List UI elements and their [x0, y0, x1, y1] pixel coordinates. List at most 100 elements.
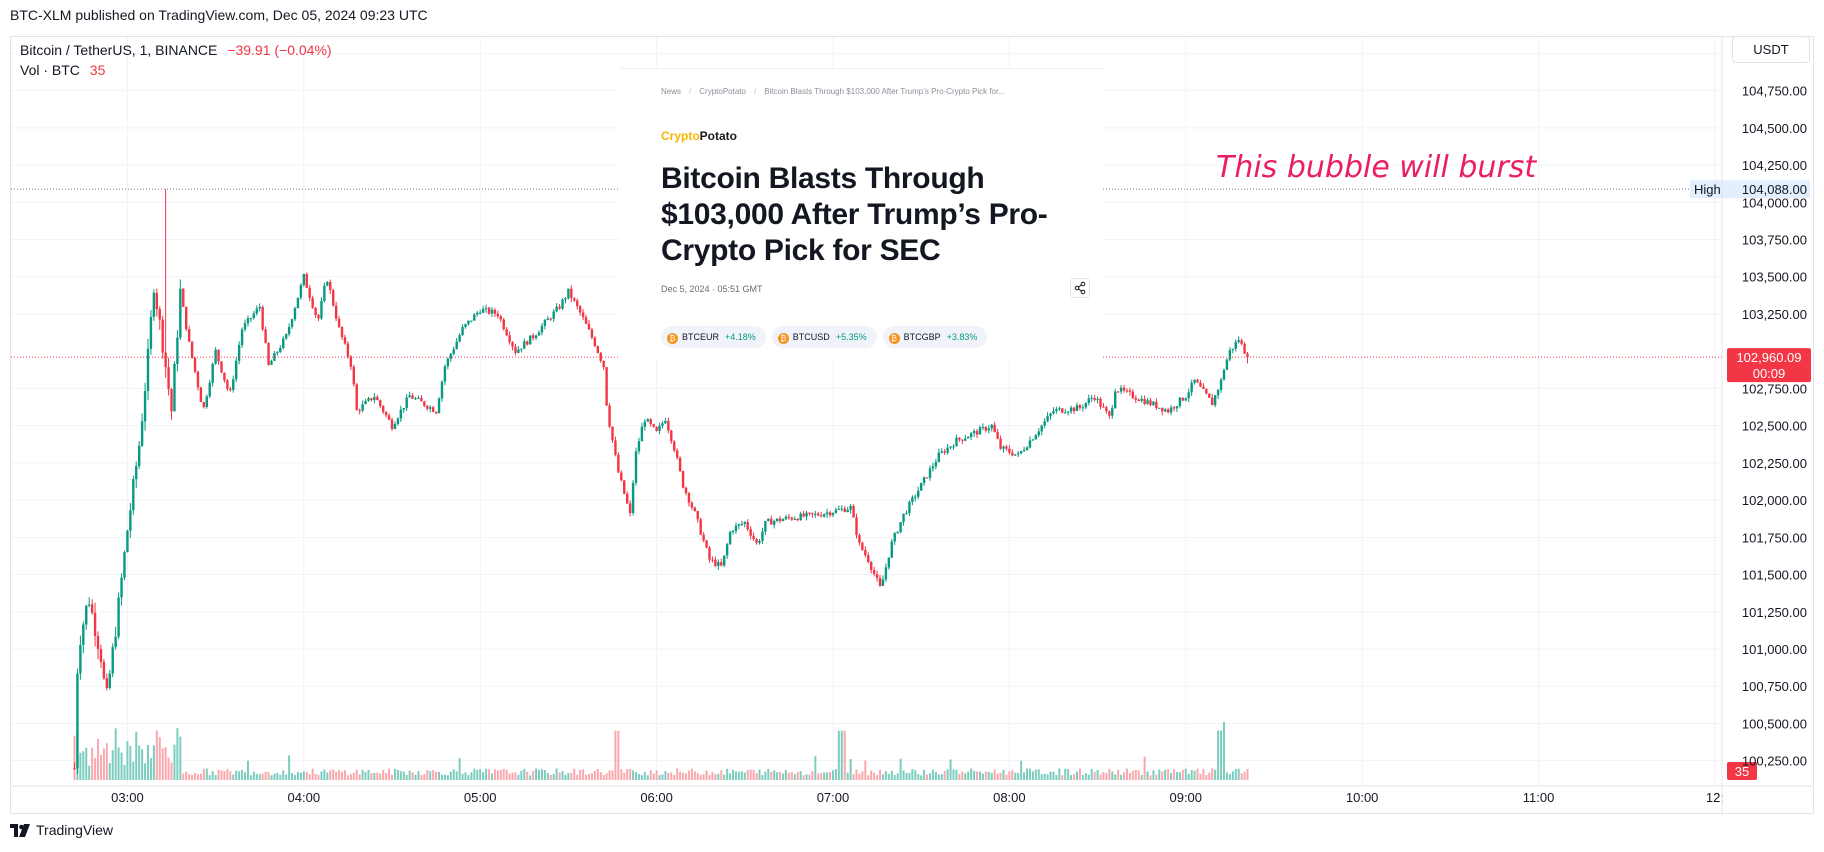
volume-bar [1114, 774, 1117, 780]
candle-body [767, 518, 770, 522]
volume-bar [1034, 769, 1037, 780]
volume-bar [684, 773, 687, 780]
volume-bar [199, 773, 202, 780]
volume-bar [543, 770, 546, 780]
candle-body [99, 649, 103, 663]
volume-bar [120, 752, 123, 780]
volume-bar [805, 774, 808, 780]
candle-body [1090, 397, 1093, 399]
chart-text-annotation[interactable]: This bubble will burst [1216, 150, 1537, 185]
volume-bar [887, 773, 890, 780]
volume-bar [687, 770, 690, 780]
volume-bar [905, 772, 908, 780]
volume-bar [1105, 772, 1108, 780]
volume-bar [1193, 770, 1196, 780]
volume-bar [485, 768, 488, 780]
volume-bar [293, 774, 296, 780]
candle-body [411, 395, 414, 399]
volume-bar [188, 774, 191, 780]
volume-bar [1202, 769, 1205, 780]
volume-bar [811, 771, 814, 780]
candle-body [1213, 395, 1217, 406]
volume-bar [1243, 771, 1246, 780]
volume-bar [370, 773, 373, 780]
legend-change: −39.91 (−0.04%) [227, 42, 332, 58]
symbol-tag-btceur[interactable]: ₿ BTCEUR +4.18% [661, 326, 766, 348]
volume-bar [749, 769, 752, 780]
y-tick-label: 100,750.00 [1742, 679, 1807, 694]
volume-bar [138, 745, 141, 780]
volume-bar [338, 770, 341, 780]
volume-layer [73, 722, 1249, 780]
breadcrumb-news[interactable]: News [661, 87, 682, 96]
candle-body [567, 288, 570, 299]
volume-bar [279, 774, 282, 780]
candle-body [1240, 340, 1243, 344]
symbol-tag-btcgbp[interactable]: ₿ BTCGBP +3.83% [882, 326, 988, 348]
candle-body [720, 562, 723, 566]
legend-symbol-row: Bitcoin / TetherUS, 1, BINANCE −39.91 (−… [20, 40, 332, 60]
volume-bar [349, 774, 352, 780]
candle-body [1166, 409, 1170, 413]
volume-bar [861, 771, 864, 780]
candle-body [949, 446, 952, 448]
volume-bar [902, 770, 905, 780]
candle-body [746, 521, 749, 530]
volume-bar [179, 736, 182, 780]
volume-bar [911, 768, 914, 780]
candle-body [608, 405, 611, 427]
candle-body [887, 557, 891, 568]
currency-button[interactable]: USDT [1732, 36, 1810, 63]
bitcoin-icon: ₿ [667, 333, 678, 344]
volume-bar [108, 763, 111, 780]
candle-body [332, 290, 335, 306]
candle-body [1028, 440, 1032, 448]
candle-body [670, 430, 673, 442]
volume-bar [840, 730, 843, 780]
volume-bar [608, 770, 611, 780]
candle-body [1064, 412, 1067, 414]
candle-body [173, 363, 176, 412]
breadcrumb-source[interactable]: CryptoPotato [699, 87, 746, 96]
volume-bar [937, 774, 940, 780]
volume-bar [367, 769, 370, 780]
candle-body [711, 559, 714, 561]
candle-body [917, 490, 920, 497]
legend-symbol[interactable]: Bitcoin / TetherUS, 1, BINANCE [20, 42, 218, 58]
candle-body [76, 673, 79, 769]
candle-body [931, 466, 935, 469]
share-button[interactable] [1070, 278, 1090, 298]
volume-bar [167, 757, 170, 780]
legend-volume-label[interactable]: Vol · BTC [20, 62, 80, 78]
candle-body [1199, 382, 1202, 387]
candle-body [878, 578, 882, 586]
candle-body [502, 319, 505, 330]
volume-bar [537, 769, 540, 780]
volume-bar [470, 772, 473, 780]
volume-bar [1108, 768, 1111, 780]
candle-body [1052, 410, 1055, 414]
article-date: Dec 5, 2024 · 05:51 GMT [661, 284, 763, 294]
candle-body [293, 308, 297, 320]
candle-body [176, 337, 179, 364]
candle-body [1096, 398, 1099, 400]
volume-bar [244, 772, 247, 780]
volume-bar [682, 772, 685, 780]
candle-body [296, 297, 300, 309]
candle-body [114, 636, 117, 648]
candle-body [161, 319, 164, 353]
tradingview-logo[interactable]: TradingView [10, 822, 113, 838]
volume-bar [799, 770, 802, 780]
candle-body [805, 512, 808, 517]
y-tick-label: 104,750.00 [1742, 84, 1807, 99]
candle-body [764, 521, 767, 532]
volume-bar [1028, 768, 1031, 780]
news-article-card[interactable]: News / CryptoPotato / Bitcoin Blasts Through… [619, 68, 1103, 359]
volume-bar [1023, 772, 1026, 780]
symbol-tag-btcusd[interactable]: ₿ BTCUSD +5.35% [771, 326, 877, 348]
volume-bar [740, 771, 743, 780]
volume-bar [526, 771, 529, 780]
volume-bar [1087, 774, 1090, 780]
volume-bar [758, 769, 761, 780]
candle-body [846, 509, 849, 512]
